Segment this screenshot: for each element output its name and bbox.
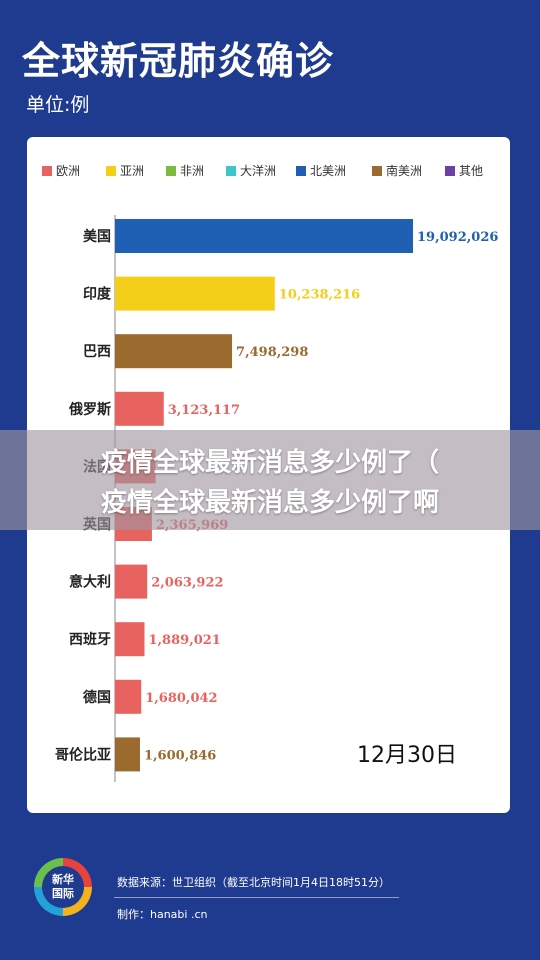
data-source: 数据来源：世卫组织（截至北京时间1月4日18时51分） xyxy=(117,876,390,889)
value-label: 19,092,026 xyxy=(417,230,498,245)
category-label: 俄罗斯 xyxy=(68,401,111,418)
bar xyxy=(115,334,233,369)
legend-label: 南美洲 xyxy=(386,163,422,178)
legend-swatch xyxy=(296,166,306,176)
bar xyxy=(115,219,413,253)
legend-label: 其他 xyxy=(459,164,483,178)
value-label: 3,123,117 xyxy=(168,403,240,418)
value-label: 1,680,042 xyxy=(145,691,217,706)
category-label: 美国 xyxy=(83,228,111,245)
bar xyxy=(115,679,142,714)
footer-divider xyxy=(114,897,399,898)
legend-label: 非洲 xyxy=(180,164,204,178)
legend-swatch xyxy=(445,166,455,176)
legend-label: 亚洲 xyxy=(120,164,144,178)
value-label: 10,238,216 xyxy=(279,288,360,303)
value-label: 1,600,846 xyxy=(144,748,216,763)
category-label: 意大利 xyxy=(69,574,111,591)
legend-swatch xyxy=(166,166,176,176)
bar xyxy=(115,737,140,772)
category-label: 巴西 xyxy=(83,344,111,360)
xinhua-logo: 新华 国际 xyxy=(34,858,92,916)
legend-label: 欧洲 xyxy=(56,164,80,178)
maker-credit: 制作：hanabi .cn xyxy=(117,908,208,921)
unit-label: 单位:例 xyxy=(26,94,90,116)
legend-swatch xyxy=(226,166,236,176)
headline-line-2: 疫情全球最新消息多少例了啊 xyxy=(100,488,439,518)
legend-swatch xyxy=(106,166,116,176)
value-label: 1,889,021 xyxy=(148,633,220,648)
bar xyxy=(115,391,164,426)
bar xyxy=(115,622,145,657)
date-label: 12月30日 xyxy=(357,743,457,768)
logo-text-bottom: 国际 xyxy=(52,887,74,900)
category-label: 德国 xyxy=(83,689,111,706)
headline-overlay: 疫情全球最新消息多少例了（ 疫情全球最新消息多少例了啊 xyxy=(0,430,540,530)
headline-line-1: 疫情全球最新消息多少例了（ xyxy=(100,448,439,478)
logo-text-top: 新华 xyxy=(52,873,74,886)
category-label: 哥伦比亚 xyxy=(55,746,111,763)
bar xyxy=(115,276,275,311)
legend-label: 大洋洲 xyxy=(240,163,276,178)
legend-swatch xyxy=(372,166,382,176)
category-label: 西班牙 xyxy=(69,631,111,648)
legend-label: 北美洲 xyxy=(310,164,346,178)
value-label: 2,063,922 xyxy=(151,576,223,591)
category-label: 印度 xyxy=(83,286,112,303)
bar xyxy=(115,564,148,599)
page-title: 全球新冠肺炎确诊 xyxy=(22,39,335,83)
legend-swatch xyxy=(42,166,52,176)
value-label: 7,498,298 xyxy=(236,345,308,360)
